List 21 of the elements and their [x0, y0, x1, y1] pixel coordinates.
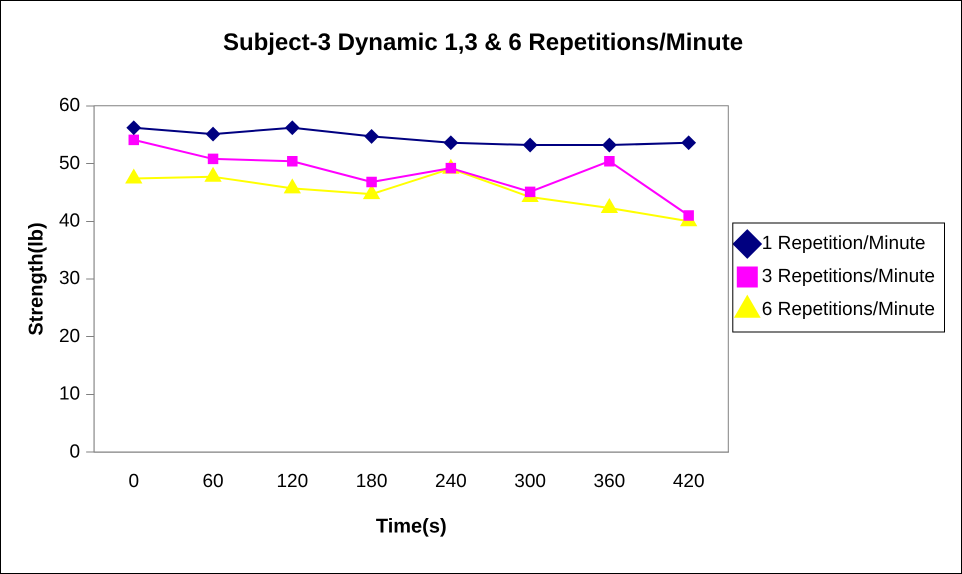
x-tick-label: 120: [276, 470, 308, 492]
y-tick-label: 50: [58, 152, 80, 174]
x-tick-label: 180: [356, 470, 388, 492]
legend-label: 6 Repetitions/Minute: [762, 299, 936, 320]
y-tick-label: 40: [58, 210, 80, 232]
legend-label: 1 Repetition/Minute: [762, 233, 926, 254]
x-axis-title: Time(s): [376, 516, 447, 538]
x-tick-label: 420: [672, 470, 705, 492]
x-tick-label: 0: [128, 470, 140, 492]
x-tick-label: 240: [434, 470, 467, 492]
y-tick-label: 20: [58, 326, 80, 347]
chart-title: Subject-3 Dynamic 1,3 & 6 Repetitions/Minute: [222, 29, 744, 56]
x-tick-label: 60: [202, 470, 224, 492]
x-tick-label: 300: [514, 470, 546, 492]
x-tick-label: 360: [594, 470, 626, 492]
legend-label: 3 Repetitions/Minute: [762, 266, 936, 288]
y-tick-label: 0: [70, 441, 80, 462]
y-tick-label: 10: [58, 384, 80, 405]
y-tick-label: 30: [58, 268, 80, 290]
y-tick-label: 60: [58, 95, 80, 116]
y-axis-title: Strength(lb): [26, 222, 48, 336]
